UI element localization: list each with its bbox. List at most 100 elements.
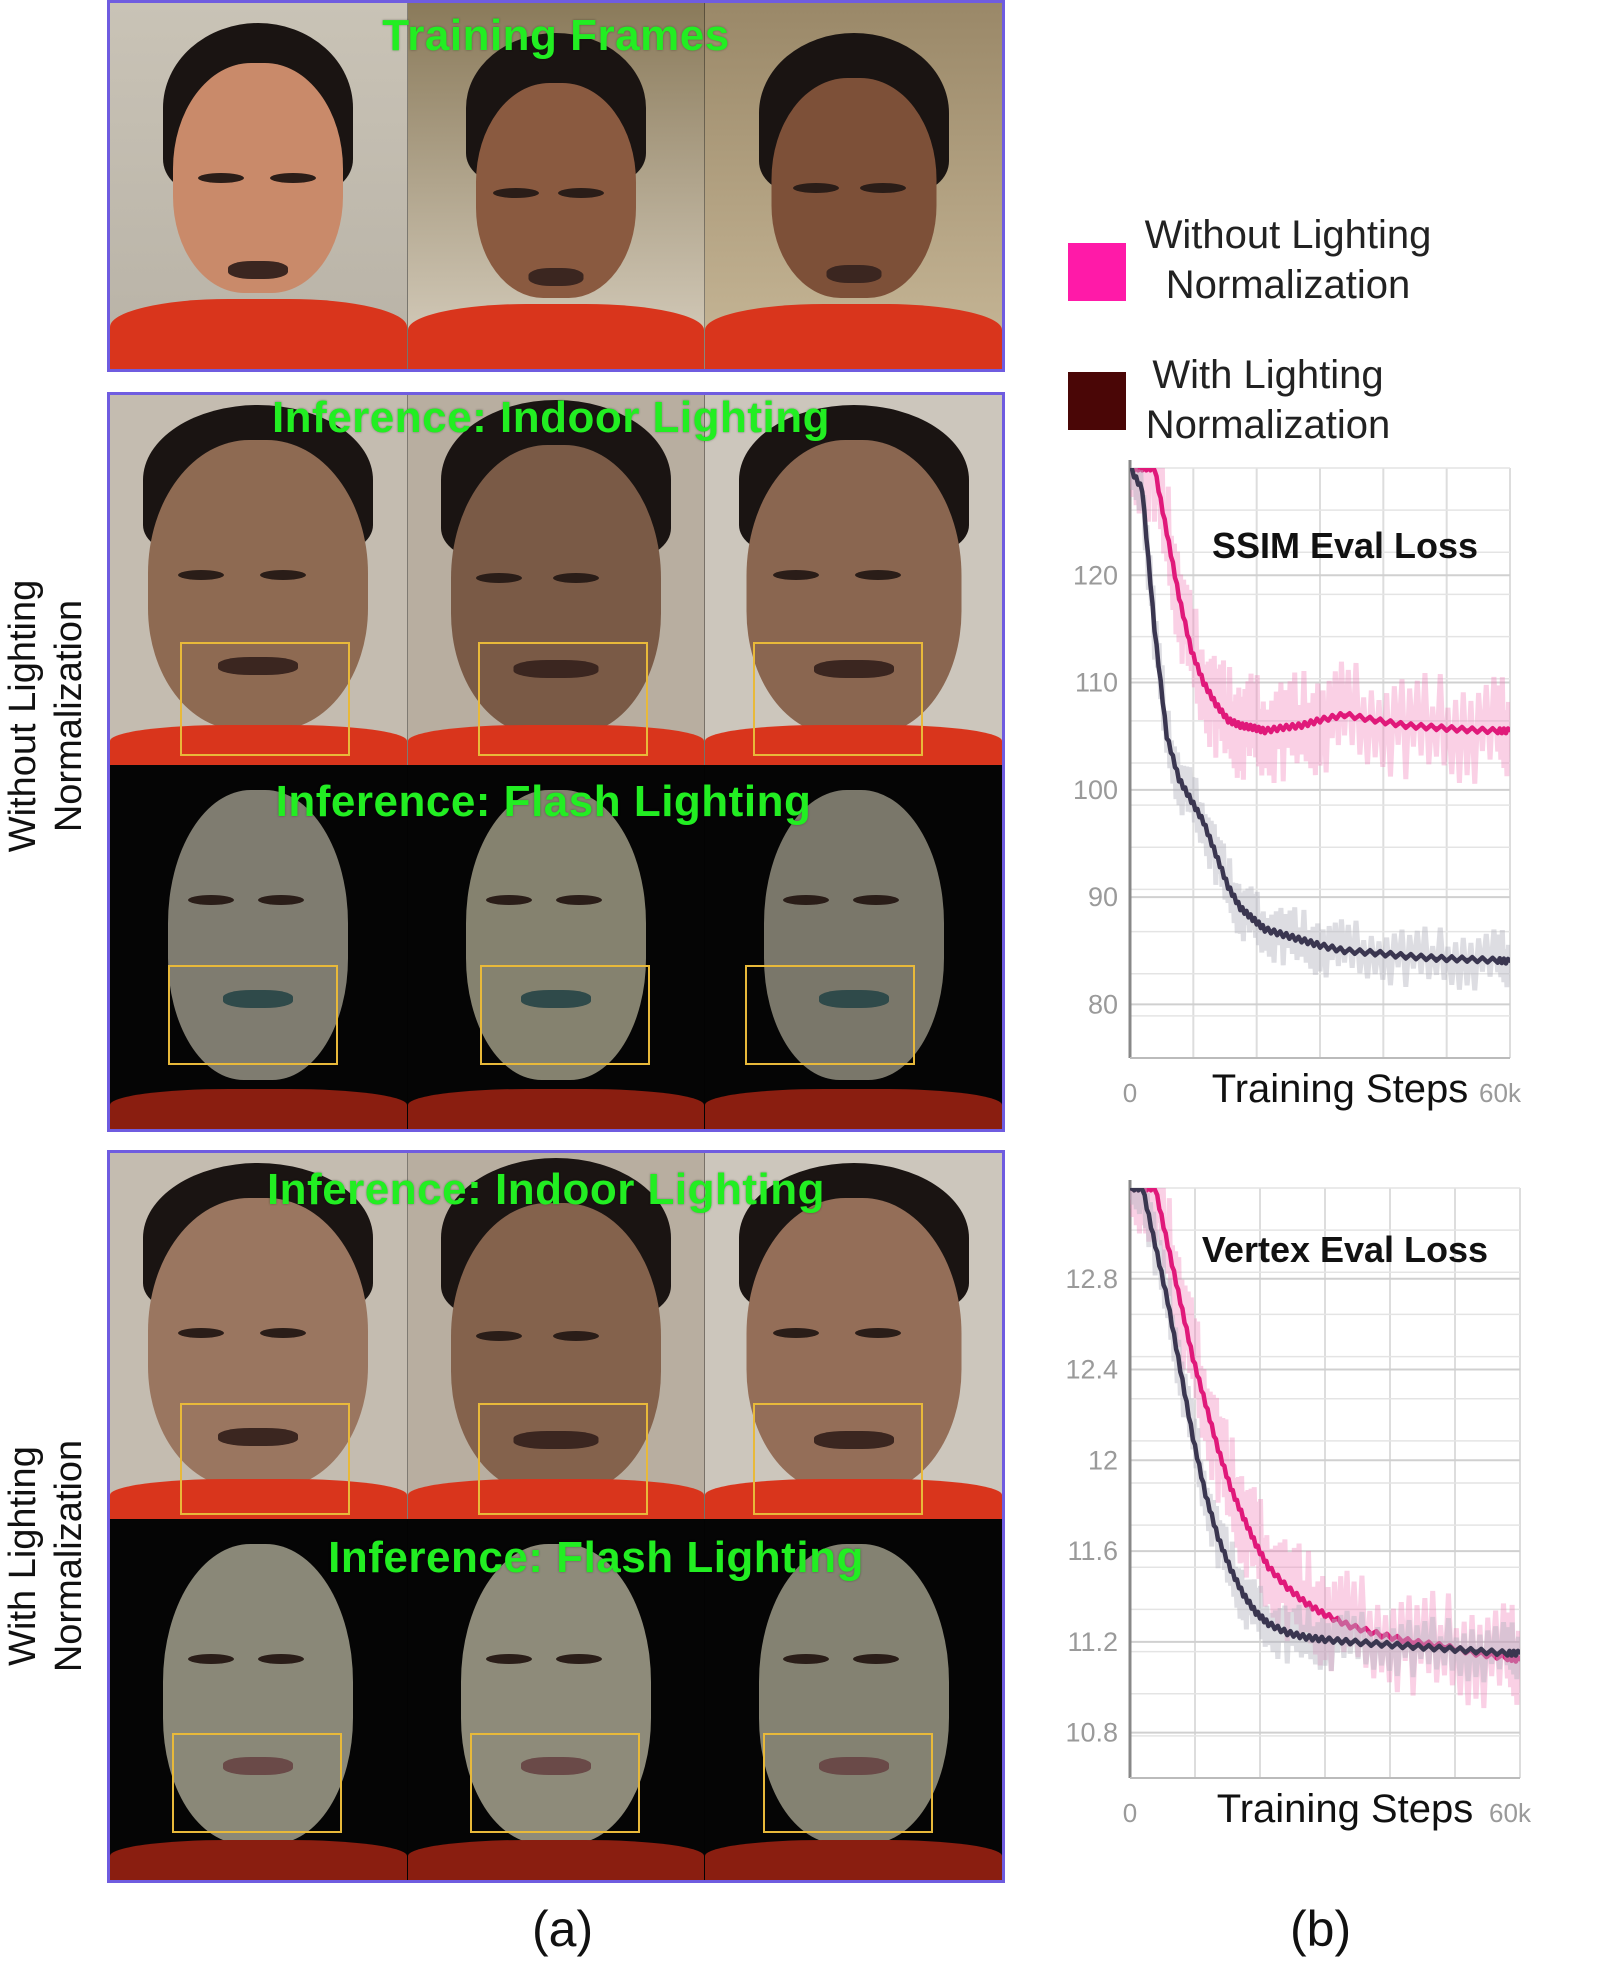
caption-b: (b) [1290, 1901, 1352, 1957]
series-noise-band [1130, 1188, 1520, 1709]
with-flash-strip [110, 1519, 1002, 1880]
data-point [1189, 648, 1193, 652]
y-tick-label: 120 [1073, 560, 1118, 590]
y-tick-label: 100 [1073, 775, 1118, 805]
mouth-region-box [469, 1733, 640, 1833]
y-tick-label: 11.2 [1067, 1627, 1118, 1657]
training-frame [110, 3, 408, 369]
data-point [1226, 884, 1230, 888]
data-point [1178, 1368, 1182, 1372]
data-point [1348, 1624, 1352, 1628]
data-point [1318, 718, 1322, 722]
indoor-frame [407, 395, 706, 765]
with-normalization-panel: Inference: Indoor Lighting Inference: Fl… [107, 1150, 1005, 1883]
ssim-eval-loss-chart: 120 110 100 90 80 SSIM Eval Loss 0 60k Training … [1073, 460, 1522, 1111]
data-point [1281, 933, 1285, 937]
data-point [1373, 718, 1377, 722]
data-point [1191, 1436, 1195, 1440]
data-point [1300, 723, 1304, 727]
data-point [1191, 1356, 1195, 1360]
data-point [1323, 1638, 1327, 1642]
data-point [1177, 595, 1181, 599]
data-point [1153, 468, 1157, 470]
data-point [1177, 777, 1181, 781]
with-flash-title: Inference: Flash Lighting [328, 1533, 864, 1582]
data-point [1285, 1631, 1289, 1635]
y-tick-label: 90 [1088, 882, 1118, 912]
legend-swatch-with [1068, 372, 1126, 430]
data-point [1226, 718, 1230, 722]
mouth-region-box [172, 1733, 342, 1833]
without-normalization-panel: Inference: Indoor Lighting Inference: Fl… [107, 392, 1005, 1132]
indoor-frame [110, 395, 408, 765]
data-point [1496, 729, 1500, 733]
y-tick-label: 80 [1088, 989, 1118, 1019]
data-point [1411, 1644, 1415, 1648]
data-point [1140, 468, 1144, 470]
data-point [1373, 951, 1377, 955]
side-label-without: Without Lighting Normalization [2, 579, 90, 853]
chart-title: Vertex Eval Loss [1202, 1229, 1488, 1270]
without-indoor-strip [110, 395, 1002, 765]
y-tick-label: 10.8 [1065, 1718, 1118, 1748]
data-point [1380, 1633, 1384, 1637]
with-indoor-title: Inference: Indoor Lighting [266, 1165, 826, 1214]
without-flash-strip [110, 765, 1002, 1129]
data-point [1285, 1585, 1289, 1589]
data-point [1130, 1188, 1132, 1190]
data-point [1505, 1651, 1509, 1655]
data-point [1140, 487, 1144, 491]
data-point [1300, 938, 1304, 942]
data-point [1518, 1651, 1520, 1655]
mouth-region-box [745, 965, 916, 1065]
legend-swatch-without [1068, 243, 1126, 301]
flash-frame [110, 1519, 408, 1880]
x-axis-label: Training Steps [1217, 1787, 1473, 1831]
series-line [1130, 1188, 1520, 1664]
series-noise-band [1130, 1188, 1520, 1683]
mouth-region-box [763, 1733, 934, 1833]
legend-label-without: Without Lighting Normalization [1144, 213, 1432, 307]
y-tick-label: 12.8 [1065, 1264, 1118, 1294]
y-tick-label: 12 [1088, 1445, 1118, 1475]
mouth-region-box [753, 1403, 924, 1515]
data-point [1404, 954, 1408, 958]
data-point [1304, 1635, 1308, 1639]
data-point [1238, 723, 1242, 727]
chart-title: SSIM Eval Loss [1212, 525, 1478, 566]
data-point [1465, 957, 1469, 961]
data-point [1323, 1613, 1327, 1617]
data-point [1411, 1640, 1415, 1644]
data-point [1434, 956, 1438, 960]
data-point [1153, 1243, 1157, 1247]
indoor-frame [705, 395, 1002, 765]
data-point [1380, 1642, 1384, 1646]
data-point [1178, 1299, 1182, 1303]
data-point [1241, 1515, 1245, 1519]
indoor-frame [110, 1153, 408, 1519]
data-point [1214, 852, 1218, 856]
y-tick-label: 11.6 [1067, 1536, 1118, 1566]
mouth-region-box [753, 642, 924, 756]
mouth-region-box [479, 965, 650, 1065]
data-point [1254, 1542, 1258, 1546]
data-point [1166, 1243, 1170, 1247]
data-point [1304, 1601, 1308, 1605]
data-point [1508, 959, 1510, 963]
flash-frame [407, 765, 706, 1129]
data-point [1263, 729, 1267, 733]
data-point [1216, 1535, 1220, 1539]
data-point [1238, 906, 1242, 910]
data-point [1229, 1567, 1233, 1571]
data-point [1189, 799, 1193, 803]
data-point [1214, 702, 1218, 706]
data-point [1518, 1658, 1520, 1662]
y-tick-label: 12.4 [1065, 1355, 1118, 1385]
with-indoor-strip [110, 1153, 1002, 1519]
data-point [1465, 728, 1469, 732]
series-noise-band [1130, 468, 1510, 991]
data-point [1153, 627, 1157, 631]
legend-label-with: With Lighting Normalization [1145, 353, 1391, 447]
data-point [1348, 1640, 1352, 1644]
data-point [1318, 943, 1322, 947]
